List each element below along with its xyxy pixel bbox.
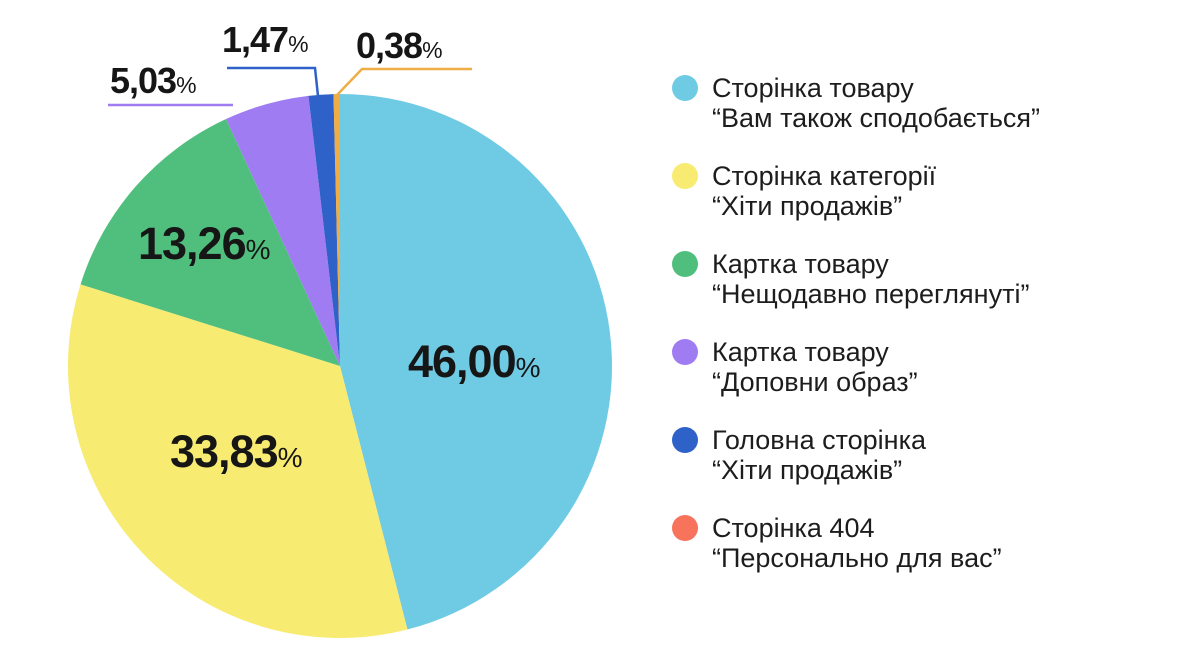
pie-slice-0 bbox=[340, 94, 612, 630]
slice-value-5: 5,03 bbox=[110, 60, 177, 101]
legend-label: Картка товару “Нещодавно переглянуті” bbox=[712, 249, 1029, 309]
legend-item-2: Картка товару “Нещодавно переглянуті” bbox=[672, 249, 1040, 309]
percent-sign: % bbox=[245, 234, 271, 265]
legend-label-line2: “Персонально для вас” bbox=[712, 543, 1002, 573]
callout-line-1-47 bbox=[227, 66, 320, 97]
legend-label-line1: Сторінка 404 bbox=[712, 513, 875, 543]
legend-dot-icon bbox=[672, 251, 698, 277]
slice-value-label-1: 1,47% bbox=[222, 22, 309, 58]
pie-slice-2 bbox=[80, 119, 341, 366]
legend-label: Сторінка товару “Вам також сподобається” bbox=[712, 73, 1040, 133]
legend-label-line1: Сторінка товару bbox=[712, 73, 914, 103]
legend-dot-icon bbox=[672, 339, 698, 365]
percent-sign: % bbox=[515, 352, 541, 383]
legend-label-line2: “Доповни образ” bbox=[712, 367, 918, 397]
legend-label-line2: “Нещодавно переглянуті” bbox=[712, 279, 1030, 309]
legend-label: Головна сторінка “Хіти продажів” bbox=[712, 425, 926, 485]
percent-sign: % bbox=[422, 37, 443, 63]
legend-label: Сторінка 404 “Персонально для вас” bbox=[712, 513, 1002, 573]
legend-label-line1: Сторінка категорії bbox=[712, 161, 937, 191]
pie-slice-5 bbox=[333, 94, 340, 366]
legend-item-0: Сторінка товару “Вам також сподобається” bbox=[672, 73, 1040, 133]
slice-value-1: 1,47 bbox=[222, 19, 289, 60]
slice-value-label-46: 46,00% bbox=[408, 339, 541, 384]
slice-value-label-33: 33,83% bbox=[170, 429, 303, 474]
legend-label-line2: “Хіти продажів” bbox=[712, 191, 903, 221]
legend-dot-icon bbox=[672, 163, 698, 189]
pie-chart bbox=[68, 94, 612, 638]
legend-label-line2: “Хіти продажів” bbox=[712, 455, 903, 485]
legend-item-4: Головна сторінка “Хіти продажів” bbox=[672, 425, 1040, 485]
callout-line-0-38 bbox=[336, 67, 472, 96]
legend-label-line1: Картка товару bbox=[712, 249, 889, 279]
percent-sign: % bbox=[176, 72, 197, 98]
pie-slice-4 bbox=[308, 94, 340, 366]
legend-item-1: Сторінка категорії “Хіти продажів” bbox=[672, 161, 1040, 221]
legend-dot-icon bbox=[672, 515, 698, 541]
legend-dot-icon bbox=[672, 427, 698, 453]
percent-sign: % bbox=[277, 442, 303, 473]
slice-value-label-5: 5,03% bbox=[110, 63, 197, 99]
slice-value-0: 0,38 bbox=[356, 25, 423, 66]
legend-label-line2: “Вам також сподобається” bbox=[712, 103, 1041, 133]
pie-svg bbox=[68, 94, 612, 638]
legend-label: Сторінка категорії “Хіти продажів” bbox=[712, 161, 936, 221]
legend-label-line1: Картка товару bbox=[712, 337, 889, 367]
slice-value-46: 46,00 bbox=[408, 336, 517, 387]
slice-value-33: 33,83 bbox=[170, 426, 279, 477]
legend-label: Картка товару “Доповни образ” bbox=[712, 337, 918, 397]
pie-slice-1 bbox=[68, 284, 408, 638]
legend-dot-icon bbox=[672, 75, 698, 101]
legend: Сторінка товару “Вам також сподобається”… bbox=[672, 73, 1040, 601]
pie-slice-3 bbox=[226, 95, 340, 366]
percent-sign: % bbox=[288, 31, 309, 57]
slice-value-13: 13,26 bbox=[138, 218, 247, 269]
legend-item-5: Сторінка 404 “Персонально для вас” bbox=[672, 513, 1040, 573]
slice-value-label-0: 0,38% bbox=[356, 28, 443, 64]
legend-label-line1: Головна сторінка bbox=[712, 425, 927, 455]
slice-value-label-13: 13,26% bbox=[138, 221, 271, 266]
legend-item-3: Картка товару “Доповни образ” bbox=[672, 337, 1040, 397]
